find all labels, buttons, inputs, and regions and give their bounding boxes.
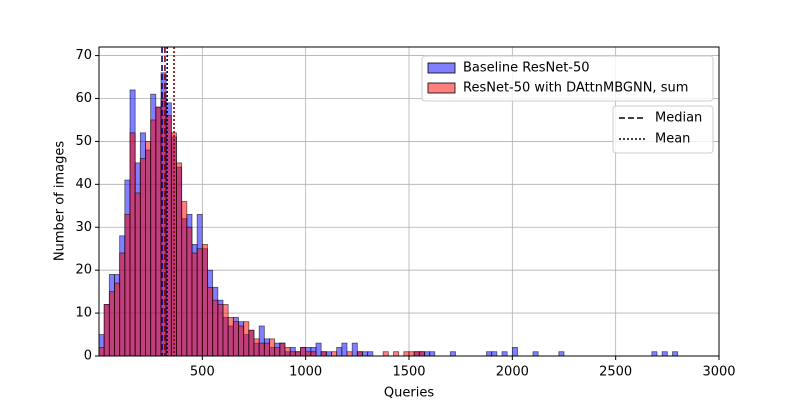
y-tick-label: 10 — [75, 306, 92, 321]
x-tick-label: 1000 — [289, 365, 322, 380]
bar — [320, 351, 327, 357]
bar — [263, 342, 270, 357]
x-tick-label: 3000 — [702, 365, 735, 380]
bar — [238, 325, 245, 357]
bar — [418, 351, 425, 357]
bar — [108, 291, 115, 357]
bar — [145, 141, 152, 357]
bar — [186, 226, 193, 357]
bar — [212, 299, 219, 357]
legend-box — [421, 55, 714, 102]
bar — [393, 351, 400, 357]
bar — [155, 106, 162, 357]
bar — [181, 201, 188, 357]
x-axis-label: Queries — [384, 386, 434, 401]
x-tick-label: 500 — [190, 365, 215, 380]
bar — [232, 321, 239, 357]
bar — [532, 351, 539, 357]
bar — [243, 321, 250, 357]
bar — [196, 248, 203, 357]
y-tick-label: 40 — [75, 177, 92, 192]
bar — [227, 316, 234, 357]
legend-label: Baseline ResNet-50 — [463, 61, 590, 76]
bar — [661, 351, 668, 357]
bar — [191, 252, 198, 357]
bar — [331, 351, 338, 357]
plot-frame — [98, 46, 720, 357]
legend-label: Median — [655, 111, 702, 126]
bar — [124, 213, 131, 357]
bar — [491, 351, 498, 357]
legend-swatch — [427, 62, 456, 74]
bar — [300, 347, 307, 357]
legend-swatch — [427, 82, 456, 94]
y-tick-label: 60 — [75, 91, 92, 106]
legend-label: ResNet-50 with DAttnMBGNN, sum — [463, 81, 688, 96]
bar — [336, 347, 343, 357]
bar — [222, 304, 229, 357]
x-tick-label: 2500 — [599, 365, 632, 380]
bar — [114, 282, 121, 357]
bar — [289, 351, 296, 357]
bar — [511, 347, 518, 357]
bar — [315, 342, 322, 357]
y-tick-label: 20 — [75, 263, 92, 278]
bar — [207, 286, 214, 357]
bar — [651, 351, 658, 357]
bar — [98, 347, 105, 357]
bar — [310, 351, 317, 357]
bar — [325, 351, 332, 357]
x-tick-label: 2000 — [496, 365, 529, 380]
y-axis-label: Number of images — [53, 141, 68, 262]
bar — [486, 351, 493, 357]
bar — [501, 351, 508, 357]
bar — [176, 162, 183, 357]
bar — [279, 342, 286, 357]
bar — [305, 351, 312, 357]
bar — [284, 347, 291, 357]
bar — [367, 351, 374, 357]
bar — [449, 351, 456, 357]
bar — [346, 351, 353, 357]
bar — [150, 119, 157, 357]
bar — [672, 351, 679, 357]
bar — [362, 351, 369, 357]
bar — [294, 351, 301, 357]
bar — [382, 351, 389, 357]
bar — [258, 342, 265, 357]
legend-label: Mean — [655, 132, 690, 147]
bar — [248, 329, 255, 357]
bar — [134, 192, 141, 357]
bar — [274, 347, 281, 357]
bar — [139, 158, 146, 357]
bar — [253, 338, 260, 357]
y-tick-label: 70 — [75, 48, 92, 63]
bar — [403, 351, 410, 357]
bar — [119, 252, 126, 357]
y-tick-label: 0 — [84, 349, 92, 364]
bar — [351, 342, 358, 357]
bar — [201, 244, 208, 357]
bar — [408, 351, 415, 357]
bar — [103, 304, 110, 357]
bar — [429, 351, 436, 357]
bar — [558, 351, 565, 357]
bar — [356, 351, 363, 357]
y-tick-label: 30 — [75, 220, 92, 235]
x-tick-label: 1500 — [392, 365, 425, 380]
y-tick-label: 50 — [75, 134, 92, 149]
bar — [269, 338, 276, 357]
bar — [424, 351, 431, 357]
bar — [413, 351, 420, 357]
bar — [341, 342, 348, 357]
bar — [129, 132, 136, 357]
bar — [217, 304, 224, 357]
